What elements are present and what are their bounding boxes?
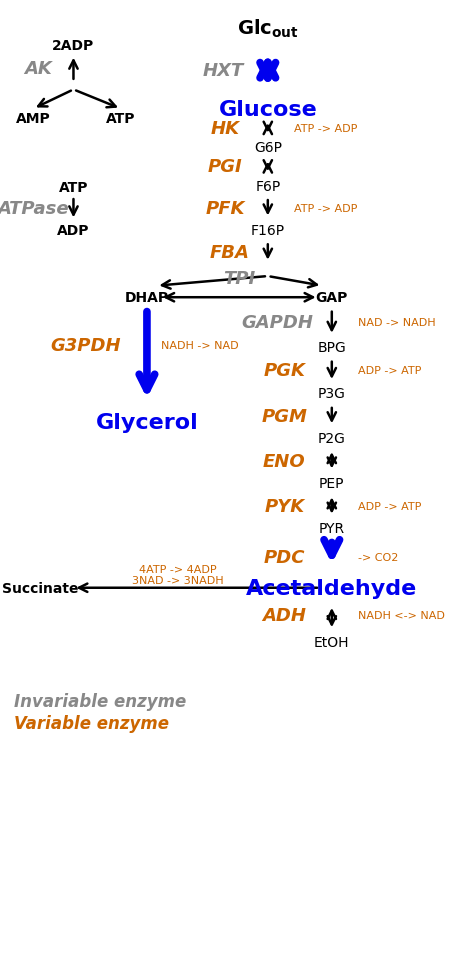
Text: NADH -> NAD: NADH -> NAD (161, 341, 239, 351)
Text: $\mathbf{Glc_{out}}$: $\mathbf{Glc_{out}}$ (237, 17, 299, 40)
Text: TPI: TPI (223, 270, 255, 287)
Text: ATPase: ATPase (0, 200, 69, 218)
Text: ATP -> ADP: ATP -> ADP (294, 204, 357, 213)
Text: F6P: F6P (255, 180, 281, 193)
Text: PFK: PFK (205, 200, 245, 217)
Text: PDC: PDC (264, 549, 305, 566)
Text: ENO: ENO (263, 453, 306, 470)
Text: Acetaldehyde: Acetaldehyde (246, 579, 418, 598)
Text: ADH: ADH (263, 606, 306, 624)
Text: EtOH: EtOH (314, 635, 349, 649)
Text: NAD -> NADH: NAD -> NADH (358, 318, 436, 328)
Text: 2ADP: 2ADP (52, 39, 95, 53)
Text: Glucose: Glucose (219, 100, 317, 119)
Text: DHAP: DHAP (125, 291, 169, 305)
Text: -> CO2: -> CO2 (358, 553, 398, 562)
Text: PYR: PYR (319, 522, 345, 535)
Text: HK: HK (210, 120, 240, 137)
Text: PGM: PGM (262, 407, 307, 425)
Text: PEP: PEP (319, 477, 345, 490)
Text: F16P: F16P (251, 224, 285, 237)
Text: GAPDH: GAPDH (241, 314, 313, 332)
Text: 4ATP -> 4ADP: 4ATP -> 4ADP (139, 564, 217, 574)
Text: PGK: PGK (264, 362, 305, 380)
Text: AMP: AMP (16, 112, 51, 126)
Text: 3NAD -> 3NADH: 3NAD -> 3NADH (132, 576, 224, 585)
Text: AK: AK (24, 61, 52, 78)
Text: PYK: PYK (264, 498, 304, 515)
Text: G3PDH: G3PDH (50, 337, 120, 355)
Text: ADP -> ATP: ADP -> ATP (358, 502, 421, 511)
Text: BPG: BPG (318, 341, 346, 355)
Text: FBA: FBA (210, 244, 250, 261)
Text: PGI: PGI (208, 159, 243, 176)
Text: ATP -> ADP: ATP -> ADP (294, 124, 357, 134)
Text: ATP: ATP (106, 112, 136, 126)
Text: ADP -> ATP: ADP -> ATP (358, 366, 421, 376)
Text: Glycerol: Glycerol (96, 413, 198, 432)
Text: GAP: GAP (316, 291, 348, 305)
Text: P3G: P3G (318, 387, 346, 401)
Text: ATP: ATP (59, 181, 88, 194)
Text: Succinate: Succinate (2, 581, 79, 595)
Text: ADP: ADP (57, 224, 90, 237)
Text: Invariable enzyme: Invariable enzyme (14, 693, 186, 710)
Text: NADH <-> NAD: NADH <-> NAD (358, 610, 445, 620)
Text: HXT: HXT (202, 62, 244, 80)
Text: P2G: P2G (318, 431, 346, 445)
Text: G6P: G6P (254, 141, 282, 155)
Text: Variable enzyme: Variable enzyme (14, 715, 169, 732)
